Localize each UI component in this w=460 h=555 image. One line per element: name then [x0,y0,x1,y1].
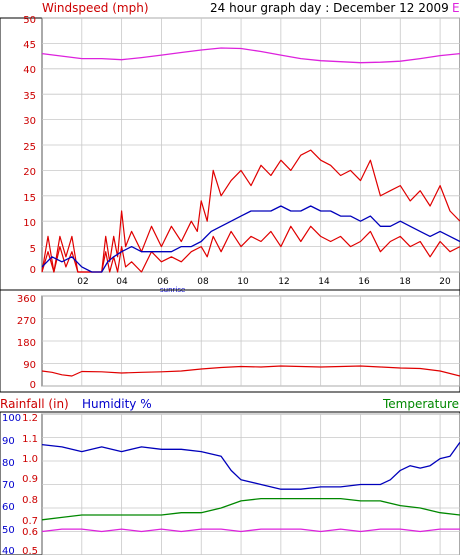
direction-y-gridlines [42,295,460,387]
windspeed-series [41,47,460,273]
rainfall-tick-label: 1.2 [22,413,38,424]
lull-line [41,225,460,273]
y-tick-label: 25 [23,142,36,153]
humidity-frame [0,411,460,555]
windspeed-title: Windspeed (mph) [42,1,149,15]
x-tick-label: 14 [318,277,330,287]
gust-line [41,149,460,273]
y-tick-label: 15 [23,193,36,204]
humidity-label: Humidity % [82,397,152,411]
rainfall-tick-label: 0.5 [22,546,38,555]
humidity-panel: Rainfall (in) Humidity % Temperature 100… [0,397,460,555]
direction-line [41,365,460,377]
humidity-tick-label: 40 [2,546,15,555]
average-line [41,205,460,273]
direction-series [41,365,460,377]
windspeed-panel: Windspeed (mph) 24 hour graph day : Dece… [0,1,460,294]
y-tick-label: 10 [23,218,36,229]
x-tick-label: 20 [439,277,451,287]
humidity-tick-label: 50 [2,525,15,536]
x-tick-label: 04 [116,277,128,287]
humidity-tick-label: 100 [2,413,21,424]
y-tick-label: 40 [23,65,36,76]
rainfall-tick-label: 0.9 [22,474,38,485]
rainfall-tick-label: 1.0 [22,454,38,465]
windspeed-frame [0,17,460,291]
direction-y-tick-label: 360 [17,294,36,305]
humidity-tick-label: 60 [2,502,15,513]
humidity-tick-label: 70 [2,480,15,491]
humidity-series [41,441,460,533]
legend-marker: E [452,1,460,15]
temperature-label: Temperature [382,397,459,411]
y-tick-label: 50 [23,15,36,26]
windspeed-y-gridlines [42,17,460,273]
x-tick-label: 18 [399,277,411,287]
baseline-line [41,47,460,64]
humidity-y-gridlines [42,413,460,555]
direction-y-tick-label: 90 [23,360,36,371]
x-tick-label: 12 [278,277,289,287]
y-tick-label: 30 [23,116,36,127]
direction-panel: 360 270 180 90 0 [0,289,460,393]
direction-frame [0,289,460,393]
direction-y-tick-label: 270 [17,316,36,327]
x-tick-label: 02 [77,277,88,287]
humidity-tick-label: 80 [2,458,15,469]
x-tick-label: 08 [197,277,209,287]
x-tick-label: 10 [237,277,249,287]
rainfall-label: Rainfall (in) [0,397,69,411]
direction-y-tick-label: 180 [17,338,36,349]
y-tick-label: 35 [23,91,36,102]
rainfall-tick-label: 0.6 [22,527,38,538]
rainfall-tick-label: 1.1 [22,434,38,445]
humidity-tick-label: 90 [2,436,15,447]
direction-y-tick-label: 0 [30,380,36,391]
rainfall-line [41,528,460,533]
rainfall-tick-label: 0.7 [22,516,38,527]
temperature-line [41,497,460,521]
y-tick-label: 5 [30,244,36,255]
rainfall-tick-label: 0.8 [22,495,38,506]
x-tick-label: 16 [358,277,370,287]
chart-subtitle: 24 hour graph day : December 12 2009 [210,1,449,15]
x-tick-label: 06 [157,277,169,287]
y-tick-label: 0 [30,265,36,276]
y-tick-label: 45 [23,40,36,51]
humidity-line [41,441,460,490]
y-tick-label: 20 [23,167,36,178]
